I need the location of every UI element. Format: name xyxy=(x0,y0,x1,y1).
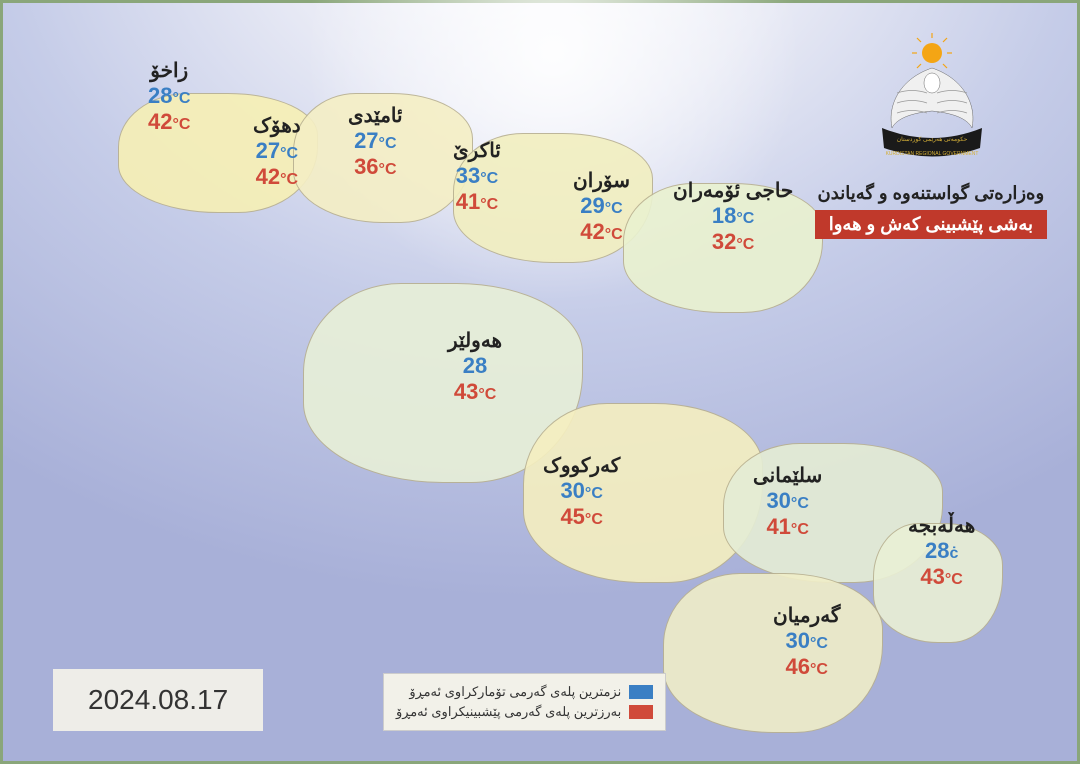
city-6: هەولێر2843°C xyxy=(448,328,502,405)
city-0: زاخۆ28°C42°C xyxy=(148,58,190,135)
legend-label-high: بەرزترین پلەی گەرمی پێشبینیکراوی ئەمڕۆ xyxy=(396,704,621,720)
temp-low: 18°C xyxy=(673,203,793,229)
city-1: دهۆک27°C42°C xyxy=(253,113,301,190)
ministry-title: وەزارەتی گواستنەوە و گەیاندن xyxy=(815,183,1047,204)
city-5: حاجی ئۆمەران18°C32°C xyxy=(673,178,793,255)
temp-low: 27°C xyxy=(348,128,403,154)
legend-label-low: نزمترین پلەی گەرمی تۆمارکراوی ئەمڕۆ xyxy=(409,684,621,700)
temp-low: 33°C xyxy=(453,163,501,189)
temp-high: 43°C xyxy=(908,564,975,590)
temp-high: 45°C xyxy=(543,504,620,530)
date-box: 2024.08.17 xyxy=(53,669,263,731)
temp-high: 41°C xyxy=(453,189,501,215)
city-4: سۆران29°C42°C xyxy=(573,168,630,245)
temp-high: 43°C xyxy=(448,379,502,405)
city-9: هەڵەبجە28ċ43°C xyxy=(908,513,975,590)
city-name: زاخۆ xyxy=(148,58,190,83)
svg-text:KURDISTAN REGIONAL GOVERNMENT: KURDISTAN REGIONAL GOVERNMENT xyxy=(886,151,979,157)
city-7: کەرکووک30°C45°C xyxy=(543,453,620,530)
department-banner: بەشی پێشبینی کەش و هەوا xyxy=(815,210,1047,239)
temp-low: 29°C xyxy=(573,193,630,219)
date-text: 2024.08.17 xyxy=(88,684,228,715)
temp-low: 28ċ xyxy=(908,538,975,564)
city-name: گەرمیان xyxy=(773,603,840,628)
temp-high: 32°C xyxy=(673,229,793,255)
temp-high: 42°C xyxy=(253,164,301,190)
city-name: دهۆک xyxy=(253,113,301,138)
legend-row-high: بەرزترین پلەی گەرمی پێشبینیکراوی ئەمڕۆ xyxy=(396,702,653,722)
city-name: سلێمانی xyxy=(753,463,822,488)
government-emblem: حکومەتی هەرێمی کوردستان KURDISTAN REGION… xyxy=(837,33,1027,178)
temp-high: 42°C xyxy=(148,109,190,135)
temp-high: 41°C xyxy=(753,514,822,540)
temp-low: 30°C xyxy=(773,628,840,654)
city-name: ئامێدی xyxy=(348,103,403,128)
temp-low: 28°C xyxy=(148,83,190,109)
legend-swatch-high xyxy=(629,705,653,719)
legend-box: نزمترین پلەی گەرمی تۆمارکراوی ئەمڕۆ بەرز… xyxy=(383,673,666,731)
temp-high: 46°C xyxy=(773,654,840,680)
temp-high: 36°C xyxy=(348,154,403,180)
city-name: هەڵەبجە xyxy=(908,513,975,538)
svg-text:حکومەتی هەرێمی کوردستان: حکومەتی هەرێمی کوردستان xyxy=(897,136,968,143)
legend-row-low: نزمترین پلەی گەرمی تۆمارکراوی ئەمڕۆ xyxy=(396,682,653,702)
legend-swatch-low xyxy=(629,685,653,699)
city-8: سلێمانی30°C41°C xyxy=(753,463,822,540)
city-3: ئاکرێ33°C41°C xyxy=(453,138,501,215)
city-name: هەولێر xyxy=(448,328,502,353)
temp-high: 42°C xyxy=(573,219,630,245)
temp-low: 30°C xyxy=(543,478,620,504)
city-name: حاجی ئۆمەران xyxy=(673,178,793,203)
temp-low: 30°C xyxy=(753,488,822,514)
city-10: گەرمیان30°C46°C xyxy=(773,603,840,680)
city-2: ئامێدی27°C36°C xyxy=(348,103,403,180)
temp-low: 27°C xyxy=(253,138,301,164)
temp-low: 28 xyxy=(448,353,502,379)
city-name: سۆران xyxy=(573,168,630,193)
header-text: وەزارەتی گواستنەوە و گەیاندن بەشی پێشبین… xyxy=(815,183,1047,239)
emblem-svg: حکومەتی هەرێمی کوردستان KURDISTAN REGION… xyxy=(872,33,992,173)
city-name: کەرکووک xyxy=(543,453,620,478)
city-name: ئاکرێ xyxy=(453,138,501,163)
